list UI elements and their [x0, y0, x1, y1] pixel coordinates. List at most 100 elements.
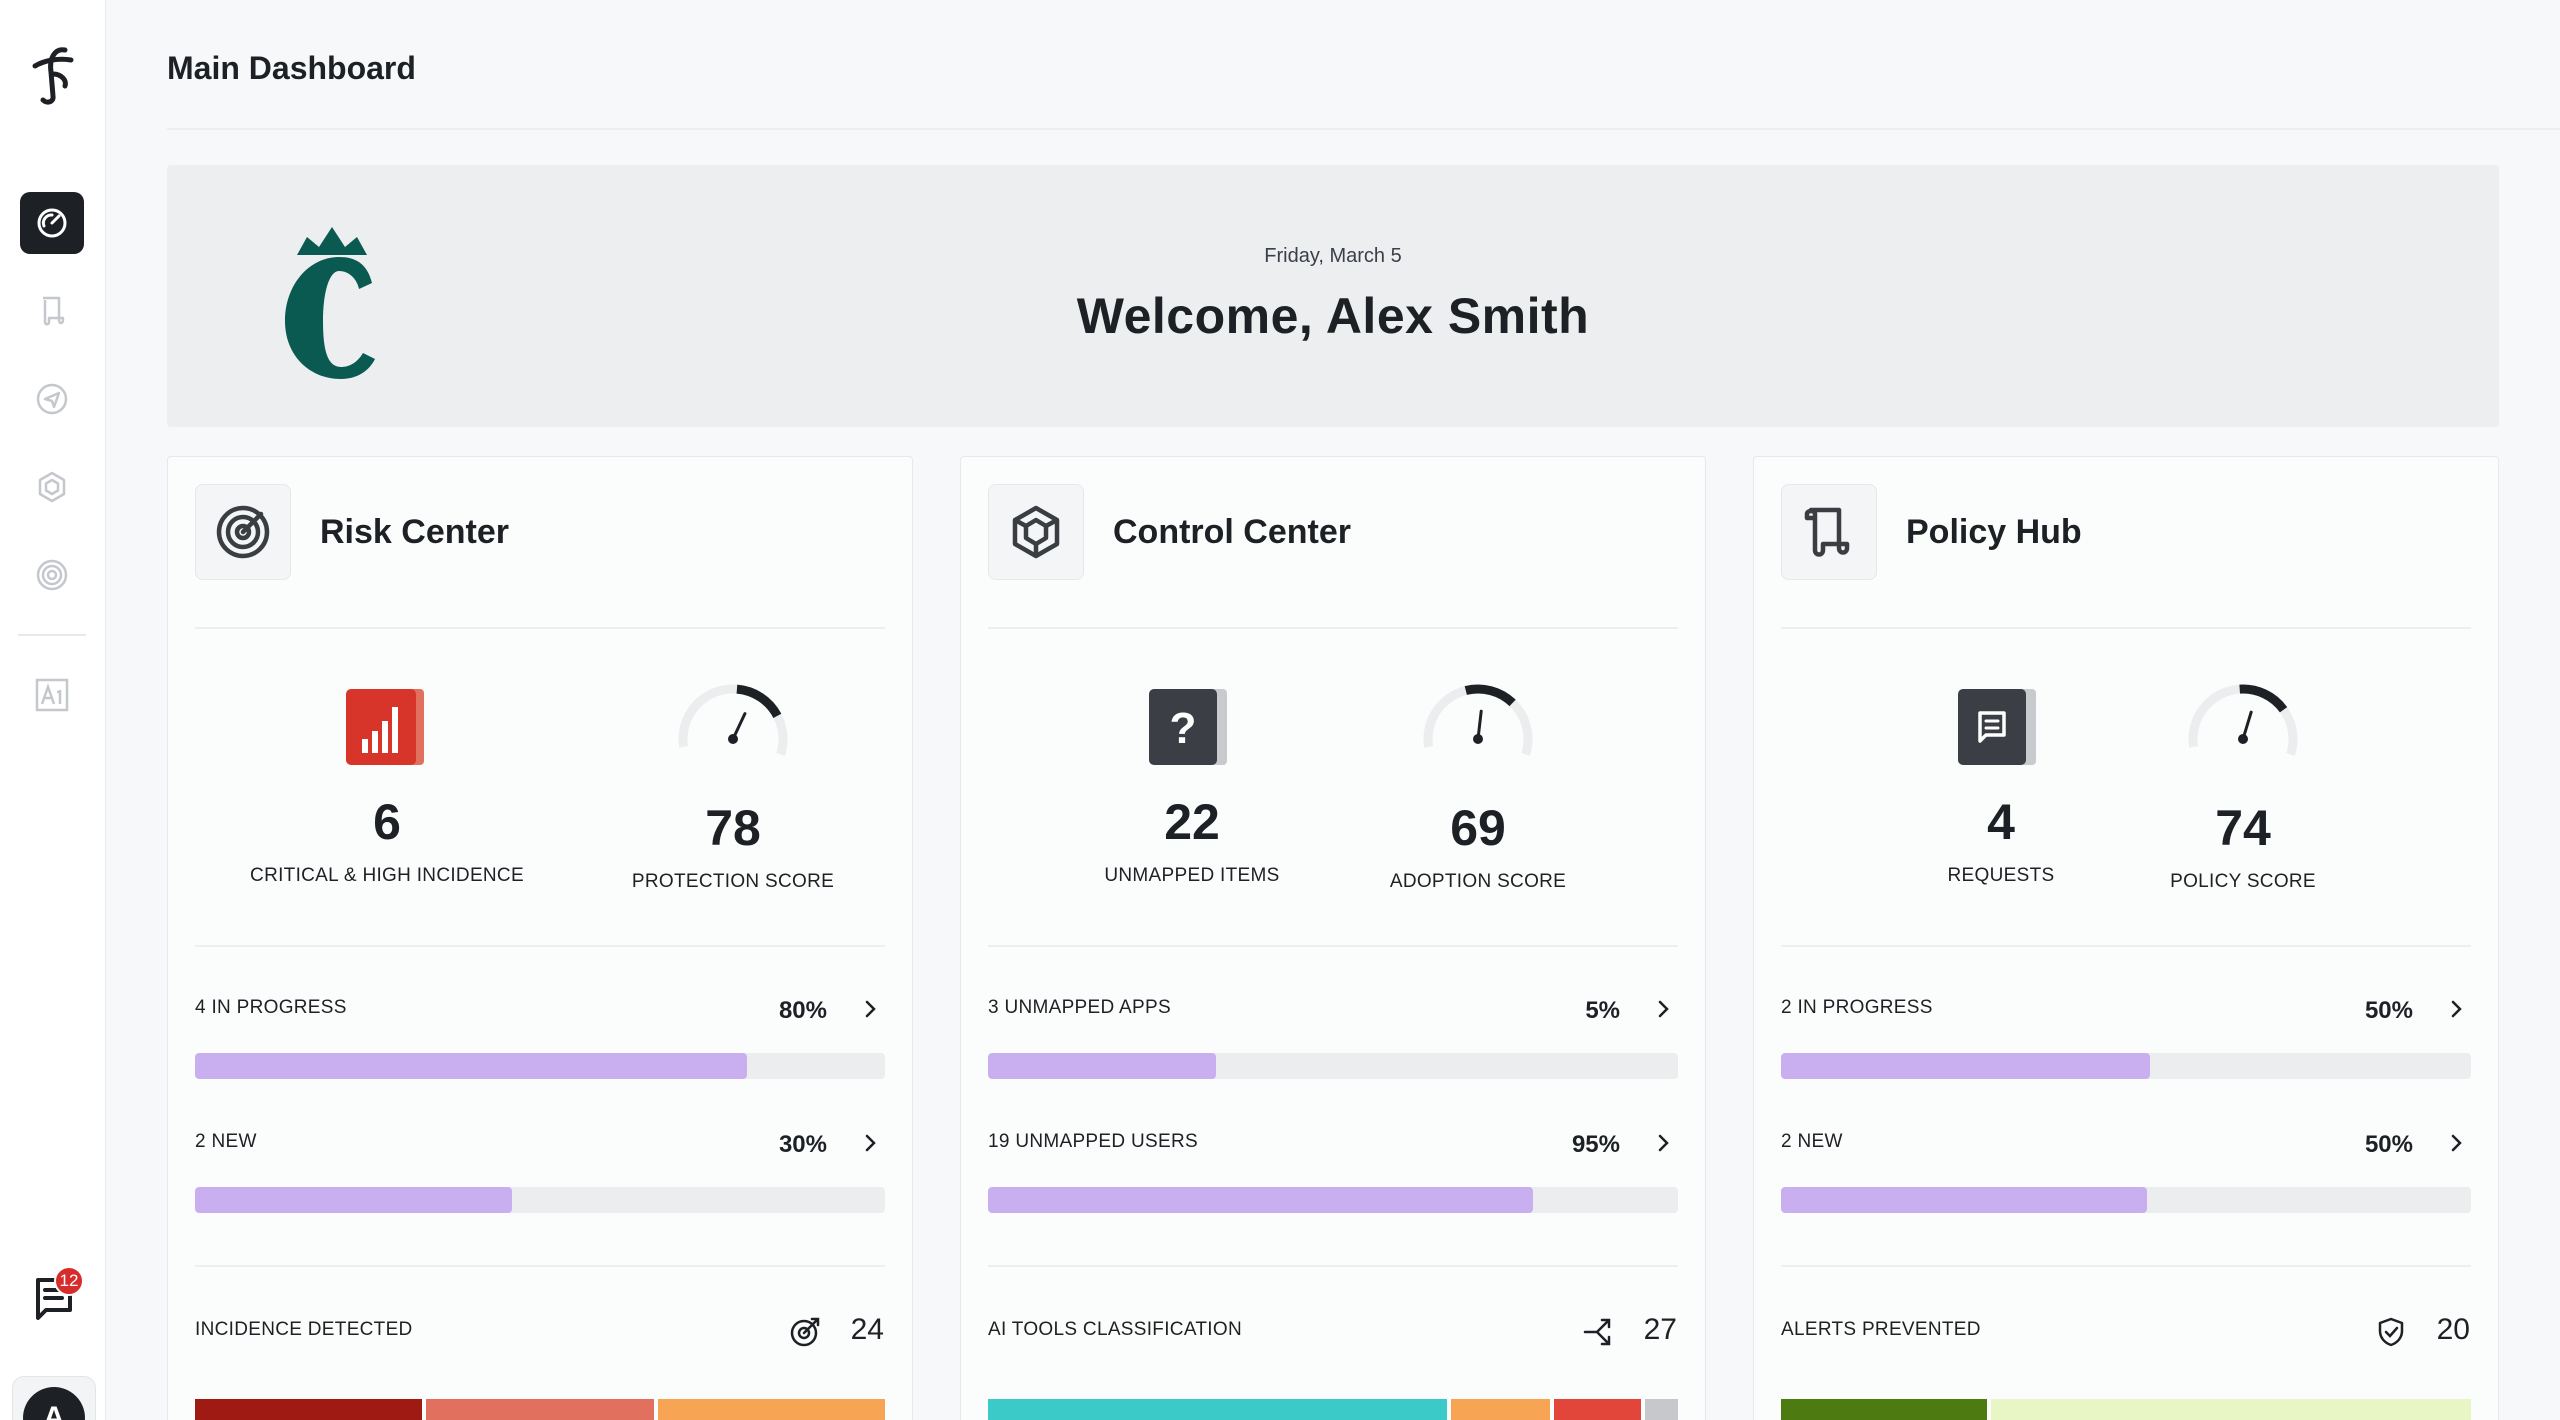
stack-segment [1990, 1399, 2471, 1420]
metric-value: 22 [1164, 794, 1220, 850]
nav-send[interactable] [20, 368, 84, 430]
target-icon [36, 559, 68, 591]
chevron-right-icon[interactable] [858, 997, 882, 1021]
chevron-right-icon[interactable] [2444, 1131, 2468, 1155]
row-percent: 5% [1585, 997, 1620, 1024]
nav-dashboard[interactable] [20, 192, 84, 254]
chevron-right-icon[interactable] [858, 1131, 882, 1155]
bar-chart-icon [346, 689, 424, 765]
welcome-banner: Friday, March 5 Welcome, Alex Smith [167, 165, 2499, 427]
protection-gauge [678, 684, 788, 756]
protection-score-metric: 78 PROTECTION SCORE [568, 799, 898, 893]
card-divider [195, 1265, 885, 1267]
card-divider [988, 1265, 1678, 1267]
welcome-message: Welcome, Alex Smith [1076, 288, 1590, 344]
card-title: Risk Center [320, 513, 509, 551]
dashboard-gauge-icon [37, 208, 67, 238]
card-divider [1781, 1265, 2471, 1267]
progress-fill [195, 1053, 747, 1079]
send-icon [36, 383, 68, 415]
stack-segment [1451, 1399, 1550, 1420]
header-divider [167, 128, 2560, 130]
risk-center-card: Risk Center 6 CRITICAL & HIGH INCIDENCE … [167, 456, 913, 1420]
chevron-right-icon[interactable] [2444, 997, 2468, 1021]
metric-value: 4 [1987, 794, 2015, 850]
nav-risk[interactable] [20, 544, 84, 606]
branch-icon [1583, 1318, 1611, 1346]
target-icon [216, 505, 270, 559]
cube-icon [38, 471, 66, 503]
card-header-icon [1781, 484, 1877, 580]
adoption-score-metric: 69 ADOPTION SCORE [1313, 799, 1643, 893]
control-center-card: Control Center ? 22 UNMAPPED ITEMS 69 AD… [960, 456, 1706, 1420]
policy-score-metric: 74 POLICY SCORE [2078, 799, 2408, 893]
row-label: 2 IN PROGRESS [1781, 997, 1933, 1018]
nav-policy[interactable] [20, 280, 84, 342]
chevron-right-icon[interactable] [1651, 1131, 1675, 1155]
metric-value: 74 [2215, 800, 2271, 856]
notification-count-badge: 12 [54, 1266, 84, 1296]
progress-bar [1781, 1187, 2471, 1213]
row-percent: 95% [1571, 1131, 1620, 1158]
metric-label: ADOPTION SCORE [1389, 871, 1567, 892]
metric-value: 78 [705, 800, 761, 856]
row-percent: 80% [778, 997, 827, 1024]
footer-count: 20 [2436, 1313, 2470, 1346]
progress-bar [988, 1053, 1678, 1079]
progress-fill [988, 1053, 1216, 1079]
footer-label: AI TOOLS CLASSIFICATION [988, 1319, 1242, 1340]
card-divider [988, 627, 1678, 629]
adoption-gauge [1423, 684, 1533, 756]
row-percent: 30% [778, 1131, 827, 1158]
footer-label: ALERTS PREVENTED [1781, 1319, 1981, 1340]
sidebar-divider [18, 634, 86, 636]
chat-icon [1958, 689, 2036, 765]
progress-fill [988, 1187, 1534, 1213]
stack-segment [426, 1399, 654, 1420]
row-label: 2 NEW [1781, 1131, 1843, 1152]
stack-segment [657, 1399, 885, 1420]
card-divider [1781, 945, 2471, 947]
progress-bar [195, 1187, 885, 1213]
chevron-right-icon[interactable] [1651, 997, 1675, 1021]
ai-text-icon [35, 678, 69, 712]
sidebar: 12 A [0, 0, 106, 1420]
row-label: 4 IN PROGRESS [195, 997, 347, 1018]
gauge-hub [728, 734, 738, 744]
metric-value: 6 [373, 794, 401, 850]
progress-bar [195, 1053, 885, 1079]
question-icon: ? [1149, 689, 1227, 765]
metric-label: REQUESTS [1947, 865, 2055, 886]
stack-segment [1645, 1399, 1679, 1420]
svg-text:?: ? [1170, 704, 1197, 753]
row-label: 19 UNMAPPED USERS [988, 1131, 1198, 1152]
card-divider [195, 945, 885, 947]
metric-label: POLICY SCORE [2170, 871, 2316, 892]
policy-gauge [2188, 684, 2298, 756]
app-logo-icon[interactable] [25, 44, 79, 106]
severity-stack-bar [195, 1399, 885, 1420]
metric-label: CRITICAL & HIGH INCIDENCE [250, 865, 524, 886]
cube-icon [1012, 505, 1060, 559]
card-header-icon [988, 484, 1084, 580]
stack-segment [195, 1399, 423, 1420]
card-title: Policy Hub [1906, 513, 2082, 551]
card-title: Control Center [1113, 513, 1351, 551]
progress-fill [195, 1187, 513, 1213]
metric-label: PROTECTION SCORE [631, 871, 835, 892]
classification-stack-bar [988, 1399, 1679, 1420]
row-percent: 50% [2364, 1131, 2413, 1158]
shield-check-icon [2378, 1317, 2404, 1347]
notifications-button[interactable]: 12 [28, 1266, 84, 1324]
gauge-arc [736, 684, 782, 719]
gauge-arc [1464, 684, 1516, 707]
user-avatar[interactable]: A [12, 1376, 96, 1420]
requests-metric: 4 REQUESTS [1836, 793, 2166, 887]
alerts-stack-bar [1781, 1399, 2471, 1420]
row-percent: 50% [2364, 997, 2413, 1024]
card-divider [988, 945, 1678, 947]
progress-bar [1781, 1053, 2471, 1079]
progress-fill [1781, 1053, 2151, 1079]
nav-ai[interactable] [20, 664, 84, 726]
nav-control[interactable] [20, 456, 84, 518]
